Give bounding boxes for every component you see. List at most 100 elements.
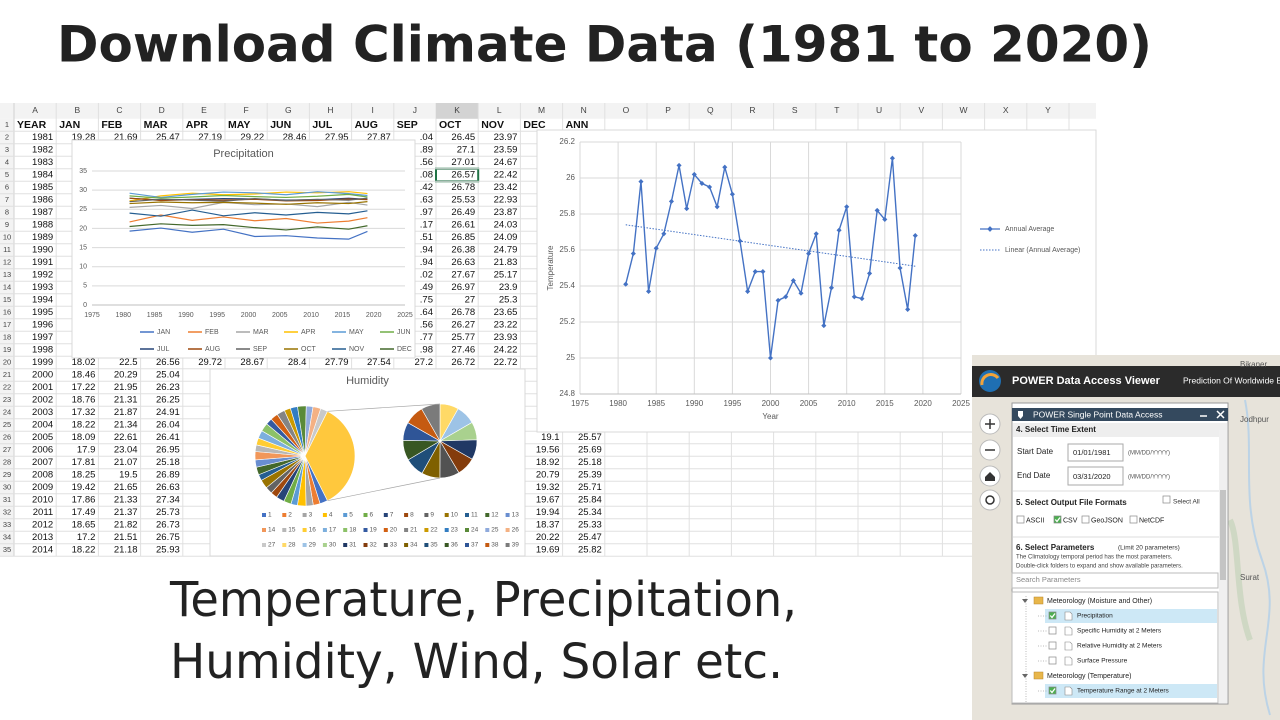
cell: 21.51 xyxy=(114,532,138,543)
format-checkbox[interactable] xyxy=(1053,515,1062,524)
document-icon xyxy=(1064,656,1073,666)
column-header-selected xyxy=(436,103,479,119)
parameter-checkbox[interactable] xyxy=(1048,626,1057,635)
row-header: 31 xyxy=(3,495,11,504)
y-tick-label: 25.4 xyxy=(559,281,575,290)
cell: 2002 xyxy=(32,395,53,406)
field-label: End Date xyxy=(1017,471,1051,480)
tree-item-label[interactable]: Temperature Range at 2 Meters xyxy=(1077,688,1170,695)
row-header: 4 xyxy=(5,157,9,166)
x-tick-label: 1990 xyxy=(685,399,703,408)
cell: 26.57 xyxy=(451,170,475,181)
tree-expander[interactable] xyxy=(1022,599,1028,603)
legend-label: 30 xyxy=(329,542,337,549)
cell: 21.37 xyxy=(114,507,138,518)
row-header: 14 xyxy=(3,282,11,291)
cell: 27 xyxy=(465,295,476,306)
column-header: S xyxy=(792,105,798,115)
column-header: J xyxy=(413,105,417,115)
tree-item-label[interactable]: Relative Humidity at 2 Meters xyxy=(1077,643,1163,650)
column-header: T xyxy=(834,105,839,115)
legend-label: 8 xyxy=(410,512,414,519)
row-header: 33 xyxy=(3,520,11,529)
cell: 26.63 xyxy=(451,257,475,268)
cell: 27.46 xyxy=(451,345,475,356)
map-terrain xyxy=(1227,518,1253,642)
close-button[interactable] xyxy=(1216,410,1225,419)
legend-swatch xyxy=(505,543,510,547)
header-cell: APR xyxy=(186,119,209,131)
column-header: K xyxy=(454,105,460,115)
cell: 29.72 xyxy=(198,357,222,368)
row-header: 30 xyxy=(3,482,11,491)
format-checkbox[interactable] xyxy=(1129,515,1138,524)
map-controls xyxy=(979,413,1001,511)
tree-item-label[interactable]: Precipitation xyxy=(1077,613,1113,620)
legend-label: 39 xyxy=(512,542,520,549)
y-tick-label: 30 xyxy=(79,187,87,194)
search-input[interactable] xyxy=(1011,572,1219,589)
select-all-checkbox[interactable] xyxy=(1162,495,1171,504)
cell: 20.79 xyxy=(536,470,560,481)
end-date-input[interactable] xyxy=(1067,466,1124,486)
row-header: 23 xyxy=(3,395,11,404)
locate-button[interactable] xyxy=(979,489,1001,511)
legend-label: 15 xyxy=(288,527,296,534)
header-cell: JUN xyxy=(270,119,291,131)
parameter-checkbox[interactable] xyxy=(1048,656,1057,665)
legend-label: 6 xyxy=(370,512,374,519)
cell: 23.97 xyxy=(494,132,518,143)
y-tick-label: 0 xyxy=(83,302,87,309)
y-tick-label: 26.2 xyxy=(559,137,575,146)
chart-title: Precipitation xyxy=(213,148,274,160)
tree-item-label[interactable]: Surface Pressure xyxy=(1077,658,1128,665)
x-tick-label: 1995 xyxy=(209,312,225,319)
series-line xyxy=(129,227,368,240)
parameter-checkbox[interactable] xyxy=(1048,611,1057,620)
legend-label: JAN xyxy=(157,329,170,336)
cell: .42 xyxy=(420,182,433,193)
field-hint: (MM/DD/YYYY) xyxy=(1128,451,1170,457)
cell: 25.04 xyxy=(156,370,180,381)
column-header: R xyxy=(749,105,755,115)
data-point xyxy=(897,265,903,271)
scrollbar-thumb[interactable] xyxy=(1220,490,1226,580)
legend-label: 36 xyxy=(451,542,459,549)
format-checkbox[interactable] xyxy=(1081,515,1090,524)
format-checkbox[interactable] xyxy=(1016,515,1025,524)
legend-label: 1 xyxy=(268,512,272,519)
cell: 21.87 xyxy=(114,407,138,418)
cell: 26.61 xyxy=(451,220,475,231)
cell: 17.32 xyxy=(72,407,96,418)
start-date-input[interactable] xyxy=(1067,443,1124,462)
cell: 26.89 xyxy=(156,470,180,481)
x-tick-label: 1980 xyxy=(116,312,132,319)
tree-folder-label: Meteorology (Moisture and Other) xyxy=(1047,598,1152,605)
parameter-checkbox[interactable] xyxy=(1048,686,1057,695)
legend-swatch xyxy=(444,528,449,532)
tree-item-label[interactable]: Specific Humidity at 2 Meters xyxy=(1077,628,1162,635)
legend-swatch xyxy=(424,528,429,532)
legend-swatch xyxy=(383,528,388,532)
legend-swatch xyxy=(363,528,368,532)
cell: 2005 xyxy=(32,432,53,443)
cell: 25.3 xyxy=(499,295,518,306)
legend-swatch xyxy=(302,528,307,532)
y-tick-label: 25 xyxy=(79,206,87,213)
dialog-title: POWER Single Point Data Access xyxy=(1033,409,1162,419)
cell: 20.22 xyxy=(536,532,560,543)
cell: .94 xyxy=(420,257,433,268)
x-tick-label: 1975 xyxy=(571,399,589,408)
cell: 19.94 xyxy=(536,507,560,518)
cell: 2008 xyxy=(32,470,53,481)
cell: .51 xyxy=(420,232,433,243)
cell: 27.67 xyxy=(451,270,475,281)
format-label: GeoJSON xyxy=(1091,517,1123,524)
legend-label: AUG xyxy=(205,346,220,353)
tree-expander[interactable] xyxy=(1022,674,1028,678)
cell: 26.78 xyxy=(451,182,475,193)
x-tick-label: 2000 xyxy=(241,312,257,319)
parameter-checkbox[interactable] xyxy=(1048,641,1057,650)
